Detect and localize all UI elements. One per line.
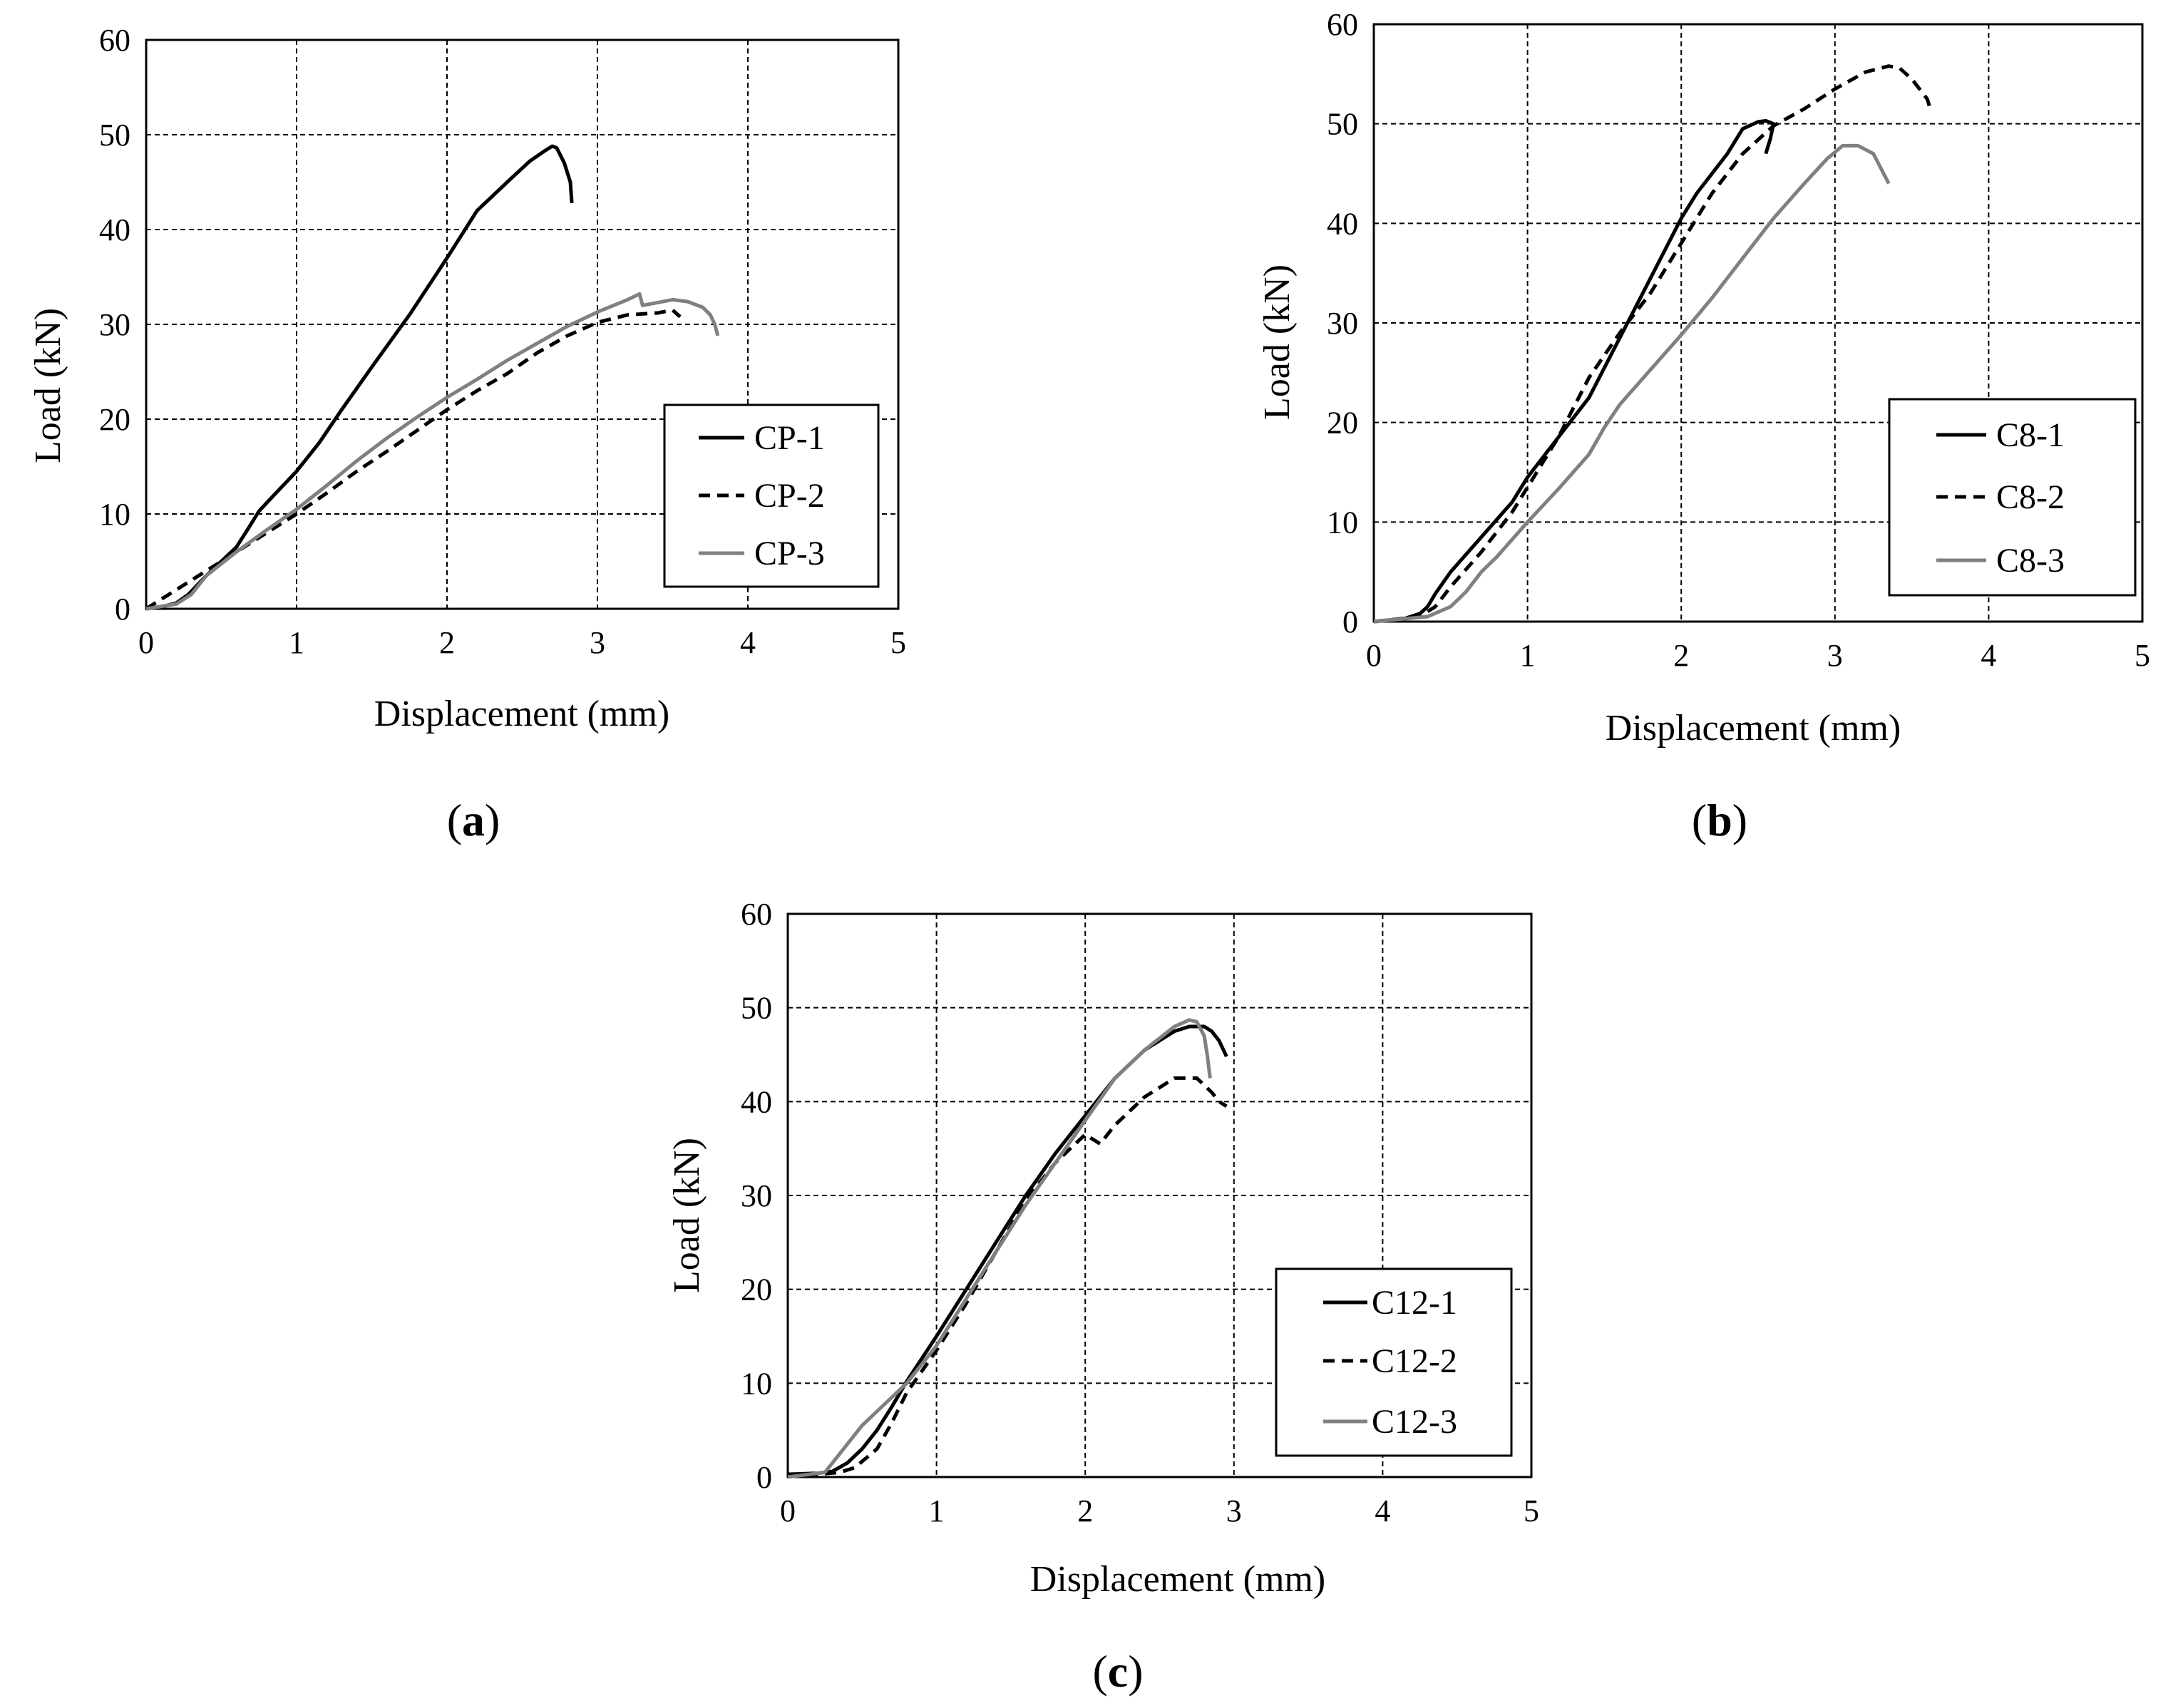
- chart-b-xtick-label: 3: [1827, 638, 1843, 673]
- chart-c-xtick-label: 1: [929, 1493, 945, 1528]
- chart-c-xtick-label: 2: [1077, 1493, 1093, 1528]
- chart-c-ytick-label: 0: [756, 1460, 772, 1495]
- chart-a-series-1-line: [145, 144, 574, 611]
- chart-b-xtick-label: 0: [1366, 638, 1382, 673]
- chart-b-series-2-line: [1373, 64, 1932, 624]
- chart-a-xtick-label: 5: [890, 625, 906, 660]
- chart-a-legend-label-3: CP-3: [754, 535, 825, 572]
- chart-c-ytick-label: 10: [741, 1366, 772, 1401]
- chart-c-legend-box: [1275, 1267, 1513, 1457]
- chart-c-ytick-label: 20: [741, 1272, 772, 1307]
- chart-c-xtick-label: 3: [1226, 1493, 1242, 1528]
- chart-c: Load (kN) Displacement (mm) 0 1 2 3 4 5010203…: [667, 897, 1539, 1697]
- chart-a-xtick-label: 4: [740, 625, 756, 660]
- chart-a-ytick-label: 20: [99, 402, 130, 437]
- chart-b-ylabel: Load (kN): [1257, 264, 1298, 420]
- chart-b-legend-box: [1888, 398, 2137, 597]
- chart-a-ytick-label: 0: [115, 592, 130, 627]
- chart-b-legend-label-2: C8-2: [1996, 478, 2065, 516]
- chart-a-xtick-label: 3: [590, 625, 605, 660]
- chart-c-series-1-line: [787, 1024, 1228, 1476]
- chart-c-series-3-line: [787, 1018, 1212, 1479]
- chart-c-xtick-label: 5: [1524, 1493, 1539, 1528]
- chart-b-ytick-label: 60: [1327, 7, 1358, 42]
- chart-a-ytick-label: 30: [99, 307, 130, 342]
- chart-a-ytick-label: 60: [99, 23, 130, 58]
- chart-b-xtick-label: 2: [1673, 638, 1689, 673]
- chart-c-ytick-label: 60: [741, 897, 772, 932]
- chart-c-xlabel: Displacement (mm): [1030, 1559, 1325, 1600]
- chart-c-legend-label-3: C12-3: [1372, 1403, 1457, 1441]
- chart-a-legend-box: [663, 403, 880, 588]
- chart-a-series-3-line: [145, 292, 720, 611]
- chart-b-legend: C8-1 C8-2 C8-3: [1888, 398, 2137, 597]
- chart-c-legend: C12-1 C12-2 C12-3: [1275, 1267, 1513, 1457]
- chart-b-series-3-line: [1373, 143, 1891, 624]
- chart-b-ytick-label: 50: [1327, 107, 1358, 142]
- chart-a-xtick-label: 1: [289, 625, 304, 660]
- chart-b-ytick-label: 30: [1327, 306, 1358, 341]
- chart-c-xtick-label: 0: [780, 1493, 796, 1528]
- chart-b-ytick-label: 0: [1342, 605, 1358, 639]
- chart-b-legend-label-3: C8-3: [1996, 542, 2065, 580]
- chart-a-series-2-line: [145, 308, 682, 611]
- chart-b-ytick-label: 20: [1327, 406, 1358, 441]
- chart-a: Load (kN) Displacement (mm) 0 1 2 3 4 5010203…: [28, 23, 906, 845]
- chart-a-xtick-label: 2: [439, 625, 455, 660]
- chart-b-xlabel: Displacement (mm): [1606, 708, 1901, 748]
- chart-b-xtick-label: 5: [2135, 638, 2150, 673]
- panel-label-b: (b): [1692, 795, 1747, 845]
- chart-b-ytick-label: 10: [1327, 505, 1358, 540]
- chart-a-legend-label-1: CP-1: [754, 419, 825, 457]
- panel-label-a: (a): [447, 795, 500, 845]
- chart-c-ytick-label: 40: [741, 1084, 772, 1119]
- chart-a-xtick-label: 0: [138, 625, 154, 660]
- chart-b-series-1-line: [1373, 119, 1776, 624]
- chart-c-ytick-label: 50: [741, 991, 772, 1026]
- chart-a-ytick-label: 40: [99, 212, 130, 247]
- chart-c-legend-label-1: C12-1: [1372, 1284, 1457, 1322]
- chart-c-ytick-label: 30: [741, 1178, 772, 1213]
- chart-a-legend: CP-1 CP-2 CP-3: [663, 403, 880, 588]
- chart-a-ytick-label: 10: [99, 497, 130, 532]
- chart-c-legend-label-2: C12-2: [1372, 1342, 1457, 1380]
- chart-b-legend-label-1: C8-1: [1996, 416, 2065, 454]
- chart-c-xtick-label: 4: [1375, 1493, 1390, 1528]
- chart-c-ylabel: Load (kN): [667, 1138, 707, 1293]
- chart-a-ylabel: Load (kN): [28, 308, 68, 463]
- panel-label-c: (c): [1092, 1646, 1143, 1697]
- chart-a-legend-label-2: CP-2: [754, 477, 825, 515]
- chart-b-ytick-label: 40: [1327, 206, 1358, 241]
- chart-b-xtick-label: 4: [1981, 638, 1996, 673]
- chart-c-series-2-line: [788, 1076, 1228, 1476]
- chart-b: Load (kN) Displacement (mm) 0 1 2 3 4 5010203…: [1257, 7, 2150, 845]
- chart-a-xlabel: Displacement (mm): [374, 694, 669, 734]
- chart-b-xtick-label: 1: [1520, 638, 1536, 673]
- chart-a-ytick-label: 50: [99, 118, 130, 153]
